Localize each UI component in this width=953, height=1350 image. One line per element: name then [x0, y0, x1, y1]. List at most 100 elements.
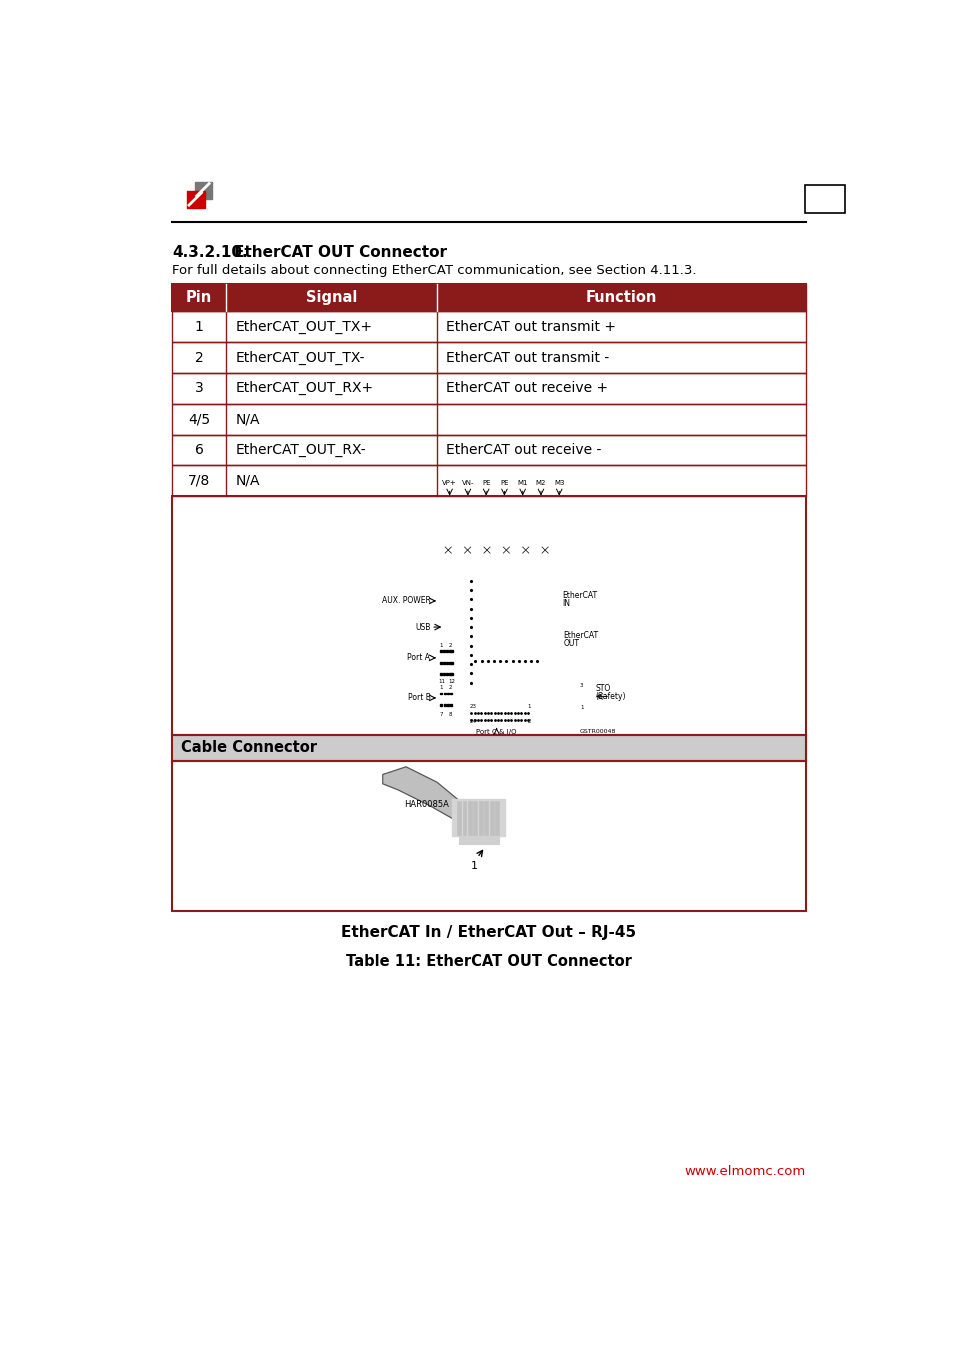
Bar	[440, 674, 442, 675]
Text: 1: 1	[470, 861, 477, 871]
Bar	[449, 705, 452, 706]
Bar	[443, 674, 445, 675]
Circle shape	[555, 684, 573, 703]
Text: EtherCAT_OUT_RX+: EtherCAT_OUT_RX+	[235, 381, 374, 396]
Text: 2: 2	[194, 351, 203, 364]
Text: GSTR00048: GSTR00048	[579, 729, 616, 733]
Bar	[456, 801, 460, 834]
Text: 6: 6	[194, 443, 203, 458]
Bar	[495, 801, 498, 834]
Text: 1: 1	[527, 703, 530, 709]
Bar	[438, 688, 454, 718]
Text: 12: 12	[448, 679, 455, 684]
Circle shape	[560, 525, 576, 540]
Bar	[446, 693, 448, 694]
Bar	[449, 693, 452, 694]
Bar	[532, 502, 549, 521]
Bar	[172, 284, 805, 312]
Text: Function: Function	[585, 290, 657, 305]
Text: For full details about connecting EtherCAT communication, see Section 4.11.3.: For full details about connecting EtherC…	[172, 263, 696, 277]
Circle shape	[433, 525, 448, 540]
Text: 2: 2	[527, 720, 530, 725]
Bar	[172, 497, 805, 734]
Text: (Safety): (Safety)	[595, 693, 625, 701]
Bar	[448, 674, 450, 675]
Bar	[536, 626, 555, 651]
Bar	[445, 651, 447, 652]
Bar	[445, 674, 447, 675]
Bar	[444, 620, 452, 634]
Bar	[172, 373, 805, 404]
Text: 24: 24	[469, 720, 476, 725]
Bar	[172, 373, 805, 404]
Text: EtherCAT out receive +: EtherCAT out receive +	[446, 382, 608, 396]
Bar	[440, 500, 568, 524]
Bar	[172, 466, 805, 497]
Bar	[172, 342, 805, 373]
Bar	[534, 624, 557, 653]
Text: M1: M1	[517, 481, 527, 486]
Bar	[530, 620, 560, 657]
Circle shape	[441, 544, 454, 556]
Bar	[433, 524, 576, 707]
Circle shape	[438, 595, 449, 606]
Bar	[539, 587, 557, 610]
Text: 4.3.2.10.: 4.3.2.10.	[172, 246, 248, 261]
Circle shape	[461, 544, 474, 556]
Circle shape	[519, 544, 532, 556]
Text: 4/5: 4/5	[188, 412, 210, 427]
Circle shape	[480, 544, 493, 556]
Bar	[440, 662, 442, 664]
Text: Port C & I/O: Port C & I/O	[476, 729, 517, 734]
Bar	[172, 466, 805, 497]
Bar	[441, 502, 457, 521]
Bar	[438, 593, 457, 609]
Text: 1: 1	[579, 706, 583, 710]
Bar	[172, 312, 805, 342]
Text: 2: 2	[448, 643, 452, 648]
Bar	[172, 734, 805, 761]
Text: USB: USB	[415, 622, 430, 632]
Text: 7: 7	[439, 713, 443, 717]
Text: STO: STO	[595, 684, 610, 693]
Text: www.elmomc.com: www.elmomc.com	[684, 1165, 805, 1179]
Text: 7/8: 7/8	[188, 474, 210, 487]
Bar	[445, 662, 447, 664]
Text: HAR0085A: HAR0085A	[404, 799, 449, 809]
Bar	[458, 836, 498, 844]
Bar	[443, 693, 445, 694]
Text: 23: 23	[469, 703, 476, 709]
Bar	[477, 502, 494, 521]
Bar	[438, 647, 454, 684]
Bar	[514, 502, 531, 521]
Bar	[473, 801, 476, 834]
Bar	[172, 761, 805, 911]
Polygon shape	[382, 767, 468, 821]
Text: EtherCAT: EtherCAT	[561, 591, 597, 599]
Bar	[452, 799, 505, 836]
Text: 1: 1	[439, 686, 443, 690]
Text: EtherCAT In / EtherCAT Out – RJ-45: EtherCAT In / EtherCAT Out – RJ-45	[341, 925, 636, 940]
Circle shape	[499, 544, 512, 556]
Bar	[440, 651, 442, 652]
Bar	[459, 502, 476, 521]
Text: N/A: N/A	[235, 474, 260, 487]
Text: VN-: VN-	[461, 481, 474, 486]
Text: Table 11: EtherCAT OUT Connector: Table 11: EtherCAT OUT Connector	[346, 953, 631, 968]
Bar	[489, 801, 493, 834]
Bar	[172, 342, 805, 373]
Text: EtherCAT out transmit +: EtherCAT out transmit +	[446, 320, 616, 333]
Bar	[443, 651, 445, 652]
Bar	[537, 585, 558, 613]
Bar	[172, 761, 805, 911]
Bar	[172, 435, 805, 466]
Text: Cable Connector: Cable Connector	[181, 740, 317, 756]
Bar	[804, 185, 844, 213]
Bar	[561, 540, 573, 548]
Text: 11: 11	[437, 679, 445, 684]
Text: 8: 8	[449, 713, 452, 717]
Circle shape	[538, 544, 551, 556]
Bar	[451, 651, 453, 652]
Text: Signal: Signal	[306, 290, 357, 305]
Bar	[586, 688, 590, 691]
